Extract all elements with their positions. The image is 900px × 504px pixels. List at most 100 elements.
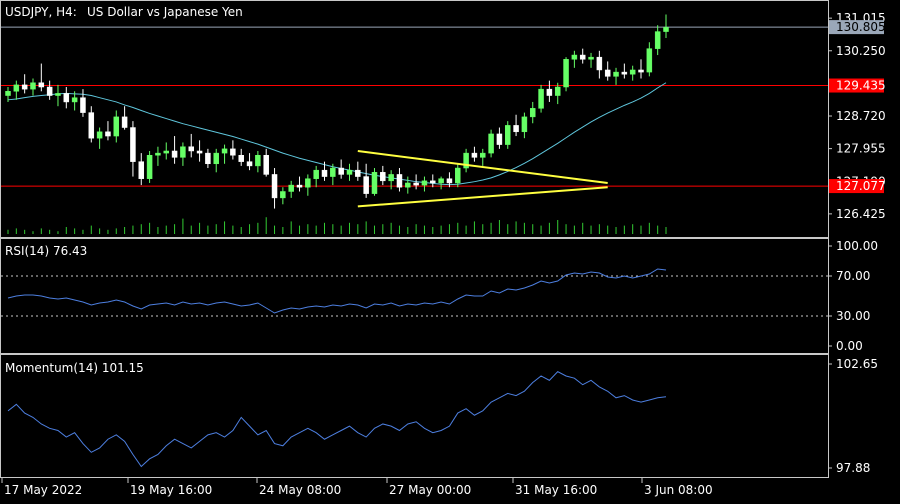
candle-body[interactable] bbox=[55, 93, 61, 96]
candle-body[interactable] bbox=[196, 150, 203, 154]
candle-body[interactable] bbox=[613, 71, 619, 77]
price-pane-frame bbox=[0, 0, 829, 238]
candle-body[interactable] bbox=[305, 178, 311, 188]
level-price-tag bbox=[829, 179, 884, 194]
candle-body[interactable] bbox=[388, 174, 394, 182]
triangle-pattern-lower-line[interactable] bbox=[357, 186, 608, 208]
momentum-pane[interactable]: 102.65 97.88 bbox=[7, 357, 878, 475]
candle-body[interactable] bbox=[113, 116, 120, 137]
candle-body[interactable] bbox=[71, 97, 78, 103]
candle-body[interactable] bbox=[346, 169, 353, 175]
candle-body[interactable] bbox=[255, 154, 261, 167]
rsi-pane-frame bbox=[0, 238, 829, 354]
candle-body[interactable] bbox=[538, 88, 544, 109]
candle-body[interactable] bbox=[438, 178, 444, 184]
rsi-line bbox=[7, 268, 667, 314]
candle-body[interactable] bbox=[480, 152, 486, 158]
candle-body[interactable] bbox=[46, 86, 53, 96]
candle-body[interactable] bbox=[221, 148, 228, 154]
candle-body[interactable] bbox=[604, 69, 611, 77]
candle-body[interactable] bbox=[63, 93, 70, 103]
level-price-tag bbox=[829, 78, 884, 93]
candle-body[interactable] bbox=[471, 152, 478, 158]
candle-body[interactable] bbox=[180, 146, 186, 158]
candle-body[interactable] bbox=[596, 56, 603, 71]
candle-body[interactable] bbox=[205, 152, 211, 165]
candle-body[interactable] bbox=[296, 184, 303, 188]
candle-body[interactable] bbox=[230, 148, 236, 156]
candle-body[interactable] bbox=[446, 178, 453, 184]
candle-body[interactable] bbox=[563, 59, 569, 88]
moving-average-line bbox=[7, 82, 667, 186]
candle-body[interactable] bbox=[13, 84, 20, 92]
candle-body[interactable] bbox=[5, 91, 11, 96]
candle-body[interactable] bbox=[363, 176, 369, 194]
candle-body[interactable] bbox=[638, 69, 644, 73]
candle-body[interactable] bbox=[313, 169, 319, 179]
candle-body[interactable] bbox=[213, 152, 219, 165]
candle-body[interactable] bbox=[496, 133, 503, 145]
candle-body[interactable] bbox=[629, 69, 636, 75]
candle-body[interactable] bbox=[288, 184, 294, 192]
price-pane[interactable]: 131.015130.250128.720127.955127.190126.4… bbox=[1, 11, 886, 234]
candle-body[interactable] bbox=[621, 71, 628, 75]
candle-body[interactable] bbox=[529, 108, 536, 118]
candle-body[interactable] bbox=[546, 88, 553, 96]
candle-body[interactable] bbox=[163, 150, 170, 154]
candle-body[interactable] bbox=[588, 56, 594, 60]
candle-body[interactable] bbox=[488, 133, 494, 154]
candle-body[interactable] bbox=[30, 82, 36, 90]
candle-body[interactable] bbox=[188, 146, 194, 152]
candle-body[interactable] bbox=[80, 97, 86, 113]
candle-body[interactable] bbox=[280, 191, 286, 199]
candle-body[interactable] bbox=[171, 150, 178, 158]
price-axis-tick-label: 126.425 bbox=[836, 207, 886, 221]
momentum-axis-tick-label: 97.88 bbox=[836, 461, 870, 475]
candle-body[interactable] bbox=[405, 182, 411, 188]
candle-body[interactable] bbox=[371, 172, 378, 194]
candle-body[interactable] bbox=[663, 27, 669, 32]
candle-body[interactable] bbox=[396, 174, 403, 188]
momentum-pane-frame bbox=[0, 354, 829, 478]
candle-body[interactable] bbox=[96, 131, 103, 139]
candle-body[interactable] bbox=[571, 54, 578, 60]
triangle-pattern-upper-line[interactable] bbox=[357, 149, 608, 184]
candle-body[interactable] bbox=[271, 174, 278, 199]
candle-body[interactable] bbox=[246, 161, 253, 167]
candle-body[interactable] bbox=[21, 84, 28, 90]
candle-body[interactable] bbox=[138, 161, 145, 179]
candle-body[interactable] bbox=[421, 180, 428, 186]
candle-body[interactable] bbox=[155, 152, 161, 156]
candle-body[interactable] bbox=[121, 116, 128, 128]
candle-body[interactable] bbox=[579, 54, 586, 60]
candle-body[interactable] bbox=[88, 112, 95, 139]
candle-body[interactable] bbox=[413, 182, 419, 186]
candle-body[interactable] bbox=[554, 86, 561, 96]
rsi-pane[interactable]: 100.00 70.00 30.00 0.00 bbox=[1, 239, 878, 353]
candle-body[interactable] bbox=[330, 167, 336, 177]
candle-body[interactable] bbox=[654, 31, 661, 49]
rsi-axis-tick-label: 100.00 bbox=[836, 239, 878, 253]
candle-body[interactable] bbox=[238, 154, 244, 162]
time-axis-tick-label: 27 May 00:00 bbox=[389, 483, 471, 497]
candle-body[interactable] bbox=[355, 169, 361, 177]
candle-body[interactable] bbox=[146, 154, 153, 179]
rsi-indicator-label: RSI(14) 76.43 bbox=[5, 244, 87, 258]
candle-body[interactable] bbox=[504, 125, 511, 145]
candle-body[interactable] bbox=[38, 82, 45, 88]
candle-body[interactable] bbox=[463, 152, 469, 169]
candle-body[interactable] bbox=[521, 116, 528, 133]
candle-body[interactable] bbox=[105, 131, 111, 137]
candle-body[interactable] bbox=[513, 125, 519, 133]
candle-body[interactable] bbox=[338, 167, 344, 175]
candle-body[interactable] bbox=[380, 172, 386, 182]
time-axis: 17 May 2022 19 May 16:00 24 May 08:00 27 Ma… bbox=[1, 478, 713, 497]
candle-body[interactable] bbox=[430, 180, 436, 184]
candle-body[interactable] bbox=[130, 127, 136, 162]
candle-body[interactable] bbox=[263, 154, 269, 175]
candle-body[interactable] bbox=[455, 167, 461, 184]
candle-body[interactable] bbox=[321, 169, 328, 177]
candle-body[interactable] bbox=[646, 48, 653, 73]
